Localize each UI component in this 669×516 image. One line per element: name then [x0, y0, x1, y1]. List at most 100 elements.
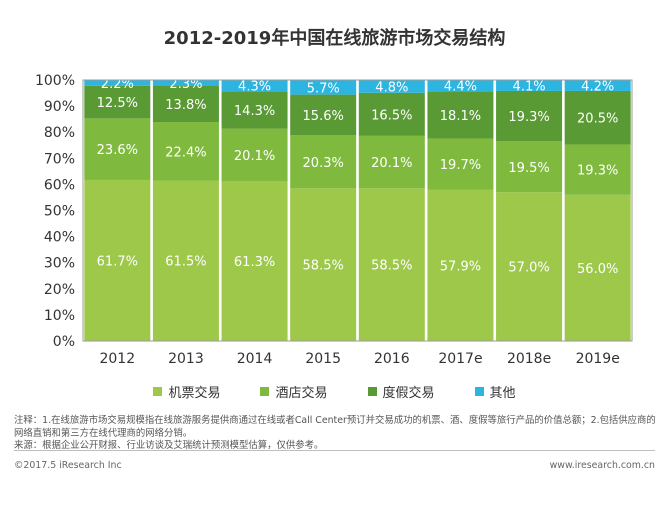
bar-segment [564, 90, 631, 145]
x-tick-label: 2018e [507, 351, 551, 367]
legend-item: 度假交易 [367, 382, 435, 401]
x-tick-label: 2015 [305, 351, 341, 367]
data-label: 20.3% [303, 156, 344, 171]
legend: 机票交易 酒店交易 度假交易 其他 [0, 382, 669, 401]
bar-segment [152, 86, 219, 123]
bar-segment [221, 80, 288, 92]
y-tick-label: 80% [44, 125, 75, 141]
x-tick-label: 2014 [237, 351, 273, 367]
data-label: 4.4% [444, 80, 477, 95]
bar-segment [496, 192, 563, 341]
bars-group: 61.7% 23.6% 12.5% 2.2% 61.5% 22.4% 13.8% 2.3% 61… [84, 77, 631, 341]
data-label: 58.5% [371, 259, 412, 274]
bar-segment [496, 141, 563, 193]
footer: ©2017.5 iResearch Inc www.iresearch.com.… [14, 460, 655, 471]
data-label: 57.0% [508, 261, 549, 276]
legend-swatch [260, 387, 270, 396]
data-label: 13.8% [165, 98, 206, 113]
stacked-bar-chart: 0% 10% 20% 30% 40% 50% 60% 70% 80% 90% 100% 61.7% 2… [35, 73, 633, 367]
data-label: 22.4% [165, 145, 206, 160]
data-label: 16.5% [371, 108, 412, 123]
bar-segment [564, 80, 631, 91]
bar-segment [84, 179, 151, 341]
bar-segment [427, 138, 494, 190]
bar-segment [290, 188, 357, 341]
bar-segment [152, 180, 219, 341]
data-label: 2.2% [101, 77, 134, 92]
bar-segment [427, 91, 494, 139]
bar-segment [496, 90, 563, 142]
data-label: 5.7% [307, 81, 340, 96]
data-label: 19.3% [577, 164, 618, 179]
legend-item: 其他 [474, 382, 516, 401]
legend-item: 酒店交易 [260, 382, 328, 401]
data-label: 19.5% [508, 161, 549, 176]
x-tick-label: 2012 [99, 351, 135, 367]
data-label: 2.3% [169, 77, 202, 92]
bar-segment [221, 128, 288, 182]
x-tick-label: 2019e [576, 351, 620, 367]
x-tick-label: 2016 [374, 351, 410, 367]
x-tick-label: 2013 [168, 351, 204, 367]
bar-segment [221, 91, 288, 129]
data-label: 56.0% [577, 262, 618, 277]
data-label: 20.1% [371, 156, 412, 171]
bar-segment [427, 80, 494, 92]
legend-swatch [474, 387, 484, 396]
bar-segment [152, 122, 219, 181]
y-tick-label: 50% [44, 204, 75, 220]
copyright-text: ©2017.5 iResearch Inc [14, 460, 122, 471]
data-label: 19.7% [440, 158, 481, 173]
data-label: 14.3% [234, 104, 275, 119]
y-tick-label: 0% [53, 334, 75, 350]
footer-divider [14, 450, 655, 451]
y-tick-label: 10% [44, 308, 75, 324]
y-axis: 0% 10% 20% 30% 40% 50% 60% 70% 80% 90% 100% [35, 73, 75, 350]
data-label: 61.7% [97, 254, 138, 269]
bar-segment [358, 92, 425, 136]
y-tick-label: 100% [35, 73, 75, 89]
data-label: 4.2% [581, 79, 614, 94]
bar-segment [290, 94, 357, 136]
bar-segment [496, 80, 563, 91]
bar-segment [358, 188, 425, 341]
legend-label: 度假交易 [382, 386, 435, 401]
bar-segment [564, 144, 631, 195]
legend-label: 酒店交易 [275, 386, 328, 401]
y-tick-label: 90% [44, 99, 75, 115]
legend-swatch [367, 387, 377, 396]
website-text: www.iresearch.com.cn [549, 460, 655, 471]
x-axis: 2012 2013 2014 2015 2016 2017e 2018e 2019e [99, 351, 619, 367]
bar-segment [290, 135, 357, 189]
legend-label: 其他 [489, 386, 516, 401]
data-label: 61.3% [234, 255, 275, 270]
bar-segment [358, 80, 425, 93]
data-label: 57.9% [440, 259, 481, 274]
data-label: 61.5% [165, 255, 206, 270]
bar-segment [427, 189, 494, 341]
data-label: 4.8% [375, 81, 408, 96]
bar-segment [84, 80, 151, 86]
data-label: 15.6% [303, 109, 344, 124]
data-label: 12.5% [97, 96, 138, 111]
bar-segment [221, 181, 288, 341]
data-label: 58.5% [303, 259, 344, 274]
y-tick-label: 70% [44, 151, 75, 167]
note-line-2: 网络直销和第三方在线代理商的网络分销。 [14, 427, 193, 439]
data-label: 18.1% [440, 109, 481, 124]
data-label: 23.6% [97, 143, 138, 158]
data-label: 4.1% [513, 80, 546, 95]
y-tick-label: 30% [44, 256, 75, 272]
plot-frame [82, 79, 633, 342]
bar-segment [84, 118, 151, 180]
chart-title: 2012-2019年中国在线旅游市场交易结构 [163, 28, 506, 49]
bar-segment [358, 135, 425, 189]
legend-item: 机票交易 [153, 382, 220, 401]
legend-swatch [153, 387, 163, 396]
y-tick-label: 20% [44, 282, 75, 298]
bar-segment [564, 194, 631, 341]
bar-segment [152, 80, 219, 87]
y-tick-label: 60% [44, 177, 75, 193]
bar-segment [84, 85, 151, 119]
x-tick-label: 2017e [438, 351, 482, 367]
